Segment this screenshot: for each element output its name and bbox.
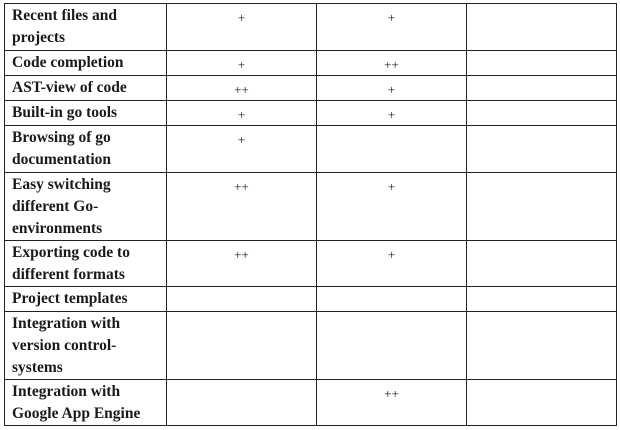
rating-cell-col1 [166,311,317,380]
feature-name-cell: Code completion [4,50,167,76]
rating-cell-col1: + [166,3,317,51]
feature-name: Easy switching different Go-environments [12,176,111,237]
feature-name-cell: Easy switching different Go-environments [4,172,167,241]
rating-cell-col1: ++ [166,75,317,101]
rating-cell-col2: + [316,172,467,241]
feature-name-cell: Built-in go tools [4,100,167,126]
rating-cell-col2: + [316,240,467,287]
rating-cell-col2 [316,286,467,312]
feature-name: Recent files and projects [12,7,118,46]
rating-cell-col2: + [316,75,467,101]
rating-cell-col2: ++ [316,379,467,426]
table-row: Browsing of go documentation + [4,125,617,173]
table-row: Project templates [4,286,617,312]
feature-comparison-table: Recent files and projects + + Code compl… [4,3,617,426]
feature-name-cell: AST-view of code [4,75,167,101]
table-row: Code completion + ++ [4,50,617,76]
rating-cell-col1 [166,379,317,426]
table-row: Exporting code to different formats ++ + [4,240,617,287]
table-row: Integration with version control-systems [4,311,617,380]
rating-cell-col3 [466,3,617,51]
table-row: Easy switching different Go-environments… [4,172,617,241]
rating-cell-col3 [466,240,617,287]
feature-name: Built-in go tools [12,104,118,121]
table-row: Integration with Google App Engine ++ [4,379,617,426]
table-row: Recent files and projects + + [4,3,617,51]
feature-name: Exporting code to different formats [12,244,130,283]
rating-cell-col3 [466,172,617,241]
table-row: AST-view of code ++ + [4,75,617,101]
feature-name-cell: Integration with version control-systems [4,311,167,380]
rating-cell-col2 [316,311,467,380]
rating-cell-col1: + [166,100,317,126]
rating-cell-col3 [466,125,617,173]
rating-cell-col2: + [316,3,467,51]
table-row: Built-in go tools + + [4,100,617,126]
rating-cell-col3 [466,50,617,76]
feature-name: Integration with version control-systems [12,315,121,376]
rating-cell-col2: + [316,100,467,126]
rating-cell-col3 [466,75,617,101]
rating-cell-col1: ++ [166,240,317,287]
feature-name: Project templates [12,290,128,307]
feature-name: Integration with Google App Engine [12,383,141,422]
rating-cell-col3 [466,379,617,426]
feature-name-cell: Project templates [4,286,167,312]
feature-name-cell: Recent files and projects [4,3,167,51]
feature-name: AST-view of code [12,79,127,96]
rating-cell-col3 [466,100,617,126]
rating-cell-col3 [466,311,617,380]
feature-name: Browsing of go documentation [12,129,112,168]
rating-cell-col1: + [166,125,317,173]
rating-cell-col2 [316,125,467,173]
rating-cell-col2: ++ [316,50,467,76]
feature-name-cell: Integration with Google App Engine [4,379,167,426]
rating-cell-col1: + [166,50,317,76]
rating-cell-col3 [466,286,617,312]
rating-cell-col1 [166,286,317,312]
feature-name: Code completion [12,54,124,71]
rating-cell-col1: ++ [166,172,317,241]
feature-name-cell: Browsing of go documentation [4,125,167,173]
feature-name-cell: Exporting code to different formats [4,240,167,287]
